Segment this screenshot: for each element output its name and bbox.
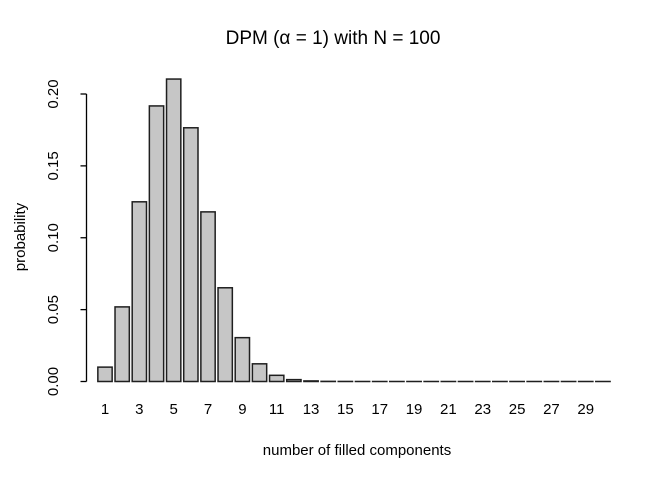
x-tick-label: 27 (543, 401, 560, 418)
chart-title: DPM (α = 1) with N = 100 (226, 28, 441, 49)
x-tick-label: 29 (577, 401, 594, 418)
x-tick-label: 13 (303, 401, 320, 418)
bar-11 (268, 374, 285, 383)
bar-12 (285, 378, 302, 383)
x-tick-label: 17 (371, 401, 388, 418)
x-tick-label: 25 (509, 401, 526, 418)
y-axis: 0.00 0.05 0.10 0.15 0.20 (45, 79, 88, 396)
bar-7 (200, 211, 216, 383)
bar-9 (234, 336, 251, 383)
x-tick-label: 23 (474, 401, 491, 418)
x-tick-label: 21 (440, 401, 457, 418)
x-tick-label: 3 (135, 401, 143, 418)
x-tick-label: 19 (406, 401, 423, 418)
bars-group (97, 78, 611, 383)
y-axis-label: probability (12, 202, 29, 271)
bar-2 (114, 306, 131, 383)
y-tick-label: 0.00 (45, 367, 62, 396)
x-tick-label: 5 (170, 401, 178, 418)
bar-10 (251, 363, 268, 383)
x-tick-label: 9 (238, 401, 246, 418)
y-tick-label: 0.10 (45, 223, 62, 252)
bar-3 (131, 201, 148, 383)
bar-6 (182, 127, 199, 383)
x-tick-label: 15 (337, 401, 354, 418)
bar-4 (148, 105, 165, 383)
x-tick-label: 11 (269, 401, 285, 418)
x-tick-label: 1 (101, 401, 109, 418)
bar-13 (303, 380, 319, 383)
x-axis-tick-labels: 1 3 5 7 9 11 13 15 17 19 21 23 25 27 29 (101, 401, 594, 418)
x-axis-label: number of filled components (263, 442, 451, 459)
x-tick-label: 7 (204, 401, 212, 418)
y-tick-label: 0.20 (45, 79, 62, 108)
bar-5 (165, 78, 182, 383)
y-tick-label: 0.15 (45, 151, 62, 180)
bar-1 (97, 366, 113, 383)
bar-8 (217, 287, 234, 383)
y-tick-label: 0.05 (45, 295, 62, 324)
